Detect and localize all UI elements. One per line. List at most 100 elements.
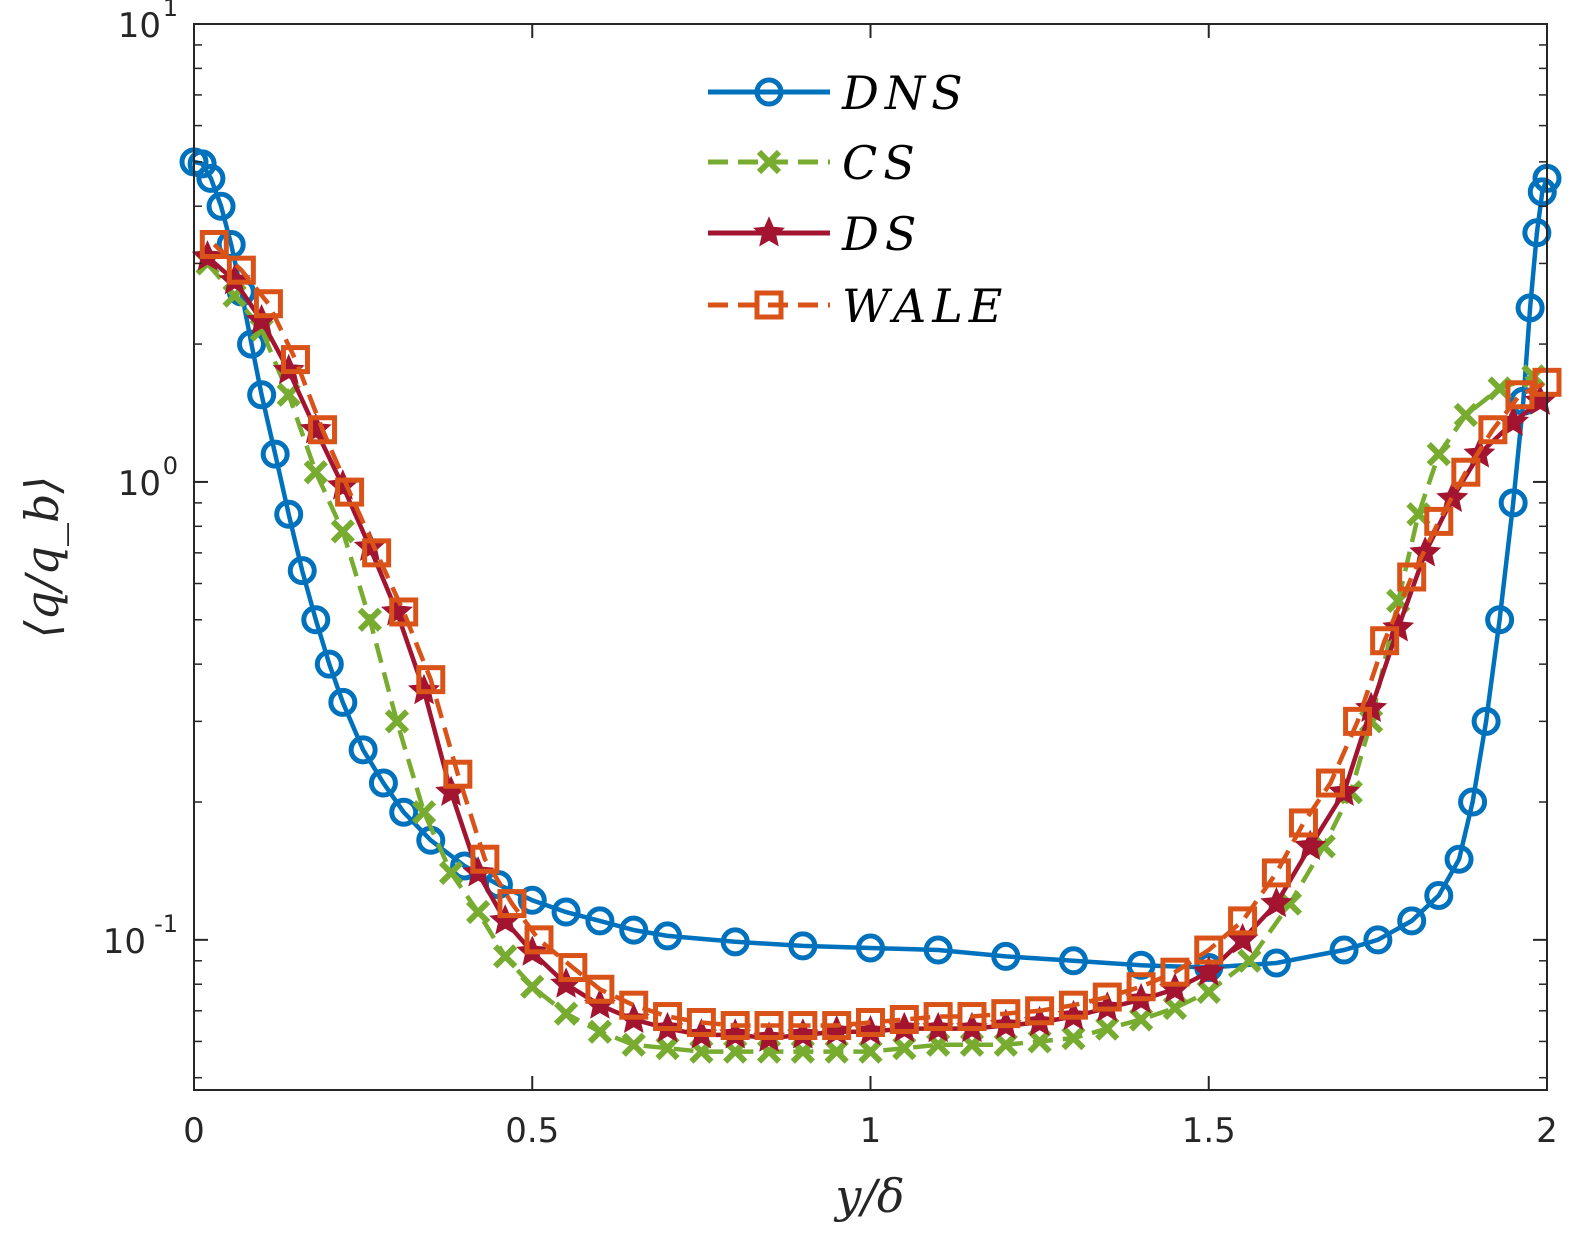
legend: DNS CS DS WALE — [708, 66, 1002, 333]
point-wale-27 — [1025, 996, 1055, 1026]
point-dns-40 — [1471, 706, 1501, 736]
point-cs-33 — [1237, 948, 1262, 973]
point-wale-21 — [822, 1011, 852, 1041]
plot-area — [194, 24, 1547, 1090]
point-wale-14 — [585, 974, 615, 1004]
point-wale-36 — [1316, 768, 1346, 798]
y-tick-exponent: -1 — [154, 910, 178, 938]
point-dns-37 — [1424, 880, 1454, 910]
point-wale-8 — [416, 665, 446, 695]
y-tick-label: 010 — [118, 452, 178, 504]
x-tick-label: 1 — [860, 1111, 882, 1151]
point-cs-14 — [587, 1019, 613, 1044]
point-dns-10 — [287, 556, 317, 586]
point-dns-39 — [1458, 787, 1488, 817]
point-cs-9 — [438, 860, 464, 886]
point-cs-40 — [1426, 442, 1451, 467]
point-cs-7 — [384, 709, 410, 734]
point-cs-29 — [1095, 1016, 1120, 1041]
y-tick-exponent: 0 — [163, 452, 178, 480]
point-ds-40 — [1436, 481, 1469, 513]
point-cs-31 — [1162, 995, 1188, 1021]
legend-entry-ds: DS — [708, 207, 922, 261]
legend-entry-wale: WALE — [708, 279, 1002, 333]
point-ds-35 — [1294, 829, 1327, 860]
legend-label: DS — [841, 207, 922, 261]
point-cs-16 — [655, 1036, 680, 1061]
point-cs-27 — [1027, 1029, 1052, 1054]
legend-label: DNS — [841, 66, 969, 120]
point-cs-41 — [1453, 402, 1478, 428]
point-wale-2 — [253, 289, 283, 319]
point-dns-2 — [196, 163, 226, 193]
y-tick-base: 10 — [118, 464, 161, 504]
point-dns-29 — [991, 941, 1021, 971]
point-cs-15 — [621, 1032, 646, 1057]
legend-marker — [756, 149, 782, 175]
point-dns-24 — [653, 921, 683, 951]
point-dns-44 — [1515, 293, 1545, 323]
point-dns-12 — [314, 649, 344, 679]
point-cs-8 — [411, 800, 437, 825]
point-dns-27 — [856, 933, 885, 963]
point-dns-35 — [1363, 925, 1393, 955]
point-dns-42 — [1498, 488, 1528, 518]
point-cs-21 — [824, 1039, 849, 1064]
point-dns-7 — [247, 380, 277, 410]
point-dns-46 — [1527, 177, 1557, 207]
point-wale-29 — [1092, 982, 1122, 1012]
point-cs-11 — [493, 944, 518, 969]
x-tick-label: 0 — [183, 1111, 205, 1151]
point-dns-28 — [923, 935, 953, 965]
point-cs-30 — [1128, 1007, 1154, 1032]
point-dns-13 — [328, 687, 358, 717]
point-dns-16 — [389, 797, 419, 827]
point-dns-15 — [368, 768, 398, 798]
point-dns-26 — [788, 931, 818, 961]
point-cs-12 — [520, 974, 545, 999]
point-cs-4 — [303, 460, 328, 485]
point-cs-28 — [1061, 1026, 1086, 1051]
point-wale-1 — [226, 255, 256, 285]
point-wale-38 — [1370, 626, 1400, 656]
x-tick-label: 1.5 — [1182, 1111, 1236, 1151]
point-dns-8 — [260, 439, 290, 469]
point-dns-25 — [720, 927, 750, 957]
y-tick-base: 10 — [118, 6, 161, 46]
point-wale-0 — [199, 229, 229, 259]
legend-marker — [754, 77, 784, 107]
point-ds-33 — [1226, 923, 1259, 954]
point-dns-41 — [1485, 605, 1515, 635]
point-wale-4 — [308, 415, 338, 445]
y-tick-exponent: 1 — [163, 0, 178, 22]
point-dns-30 — [1058, 946, 1088, 976]
point-wale-15 — [619, 990, 649, 1020]
point-dns-6 — [237, 329, 267, 359]
x-tick-label: 0.5 — [505, 1111, 559, 1151]
legend-label: CS — [842, 136, 921, 190]
point-wale-3 — [280, 345, 310, 375]
point-wale-18 — [720, 1011, 750, 1041]
point-dns-34 — [1329, 935, 1359, 965]
point-cs-10 — [466, 899, 491, 925]
point-dns-31 — [1126, 950, 1156, 980]
y-tick-base: 10 — [103, 922, 146, 962]
point-wale-13 — [558, 953, 588, 983]
point-dns-22 — [585, 906, 615, 936]
series-wale — [199, 229, 1562, 1041]
point-wale-30 — [1126, 972, 1156, 1002]
point-wale-37 — [1343, 706, 1373, 736]
point-wale-39 — [1397, 562, 1427, 592]
point-dns-21 — [551, 897, 581, 927]
point-wale-25 — [957, 1002, 987, 1032]
point-wale-34 — [1261, 858, 1291, 888]
point-ds-34 — [1260, 886, 1293, 918]
point-wale-42 — [1478, 415, 1508, 445]
point-cs-32 — [1196, 979, 1221, 1004]
point-cs-23 — [892, 1036, 917, 1061]
legend-entry-cs: CS — [708, 136, 921, 190]
point-ds-32 — [1192, 955, 1225, 986]
legend-entry-dns: DNS — [708, 66, 969, 120]
